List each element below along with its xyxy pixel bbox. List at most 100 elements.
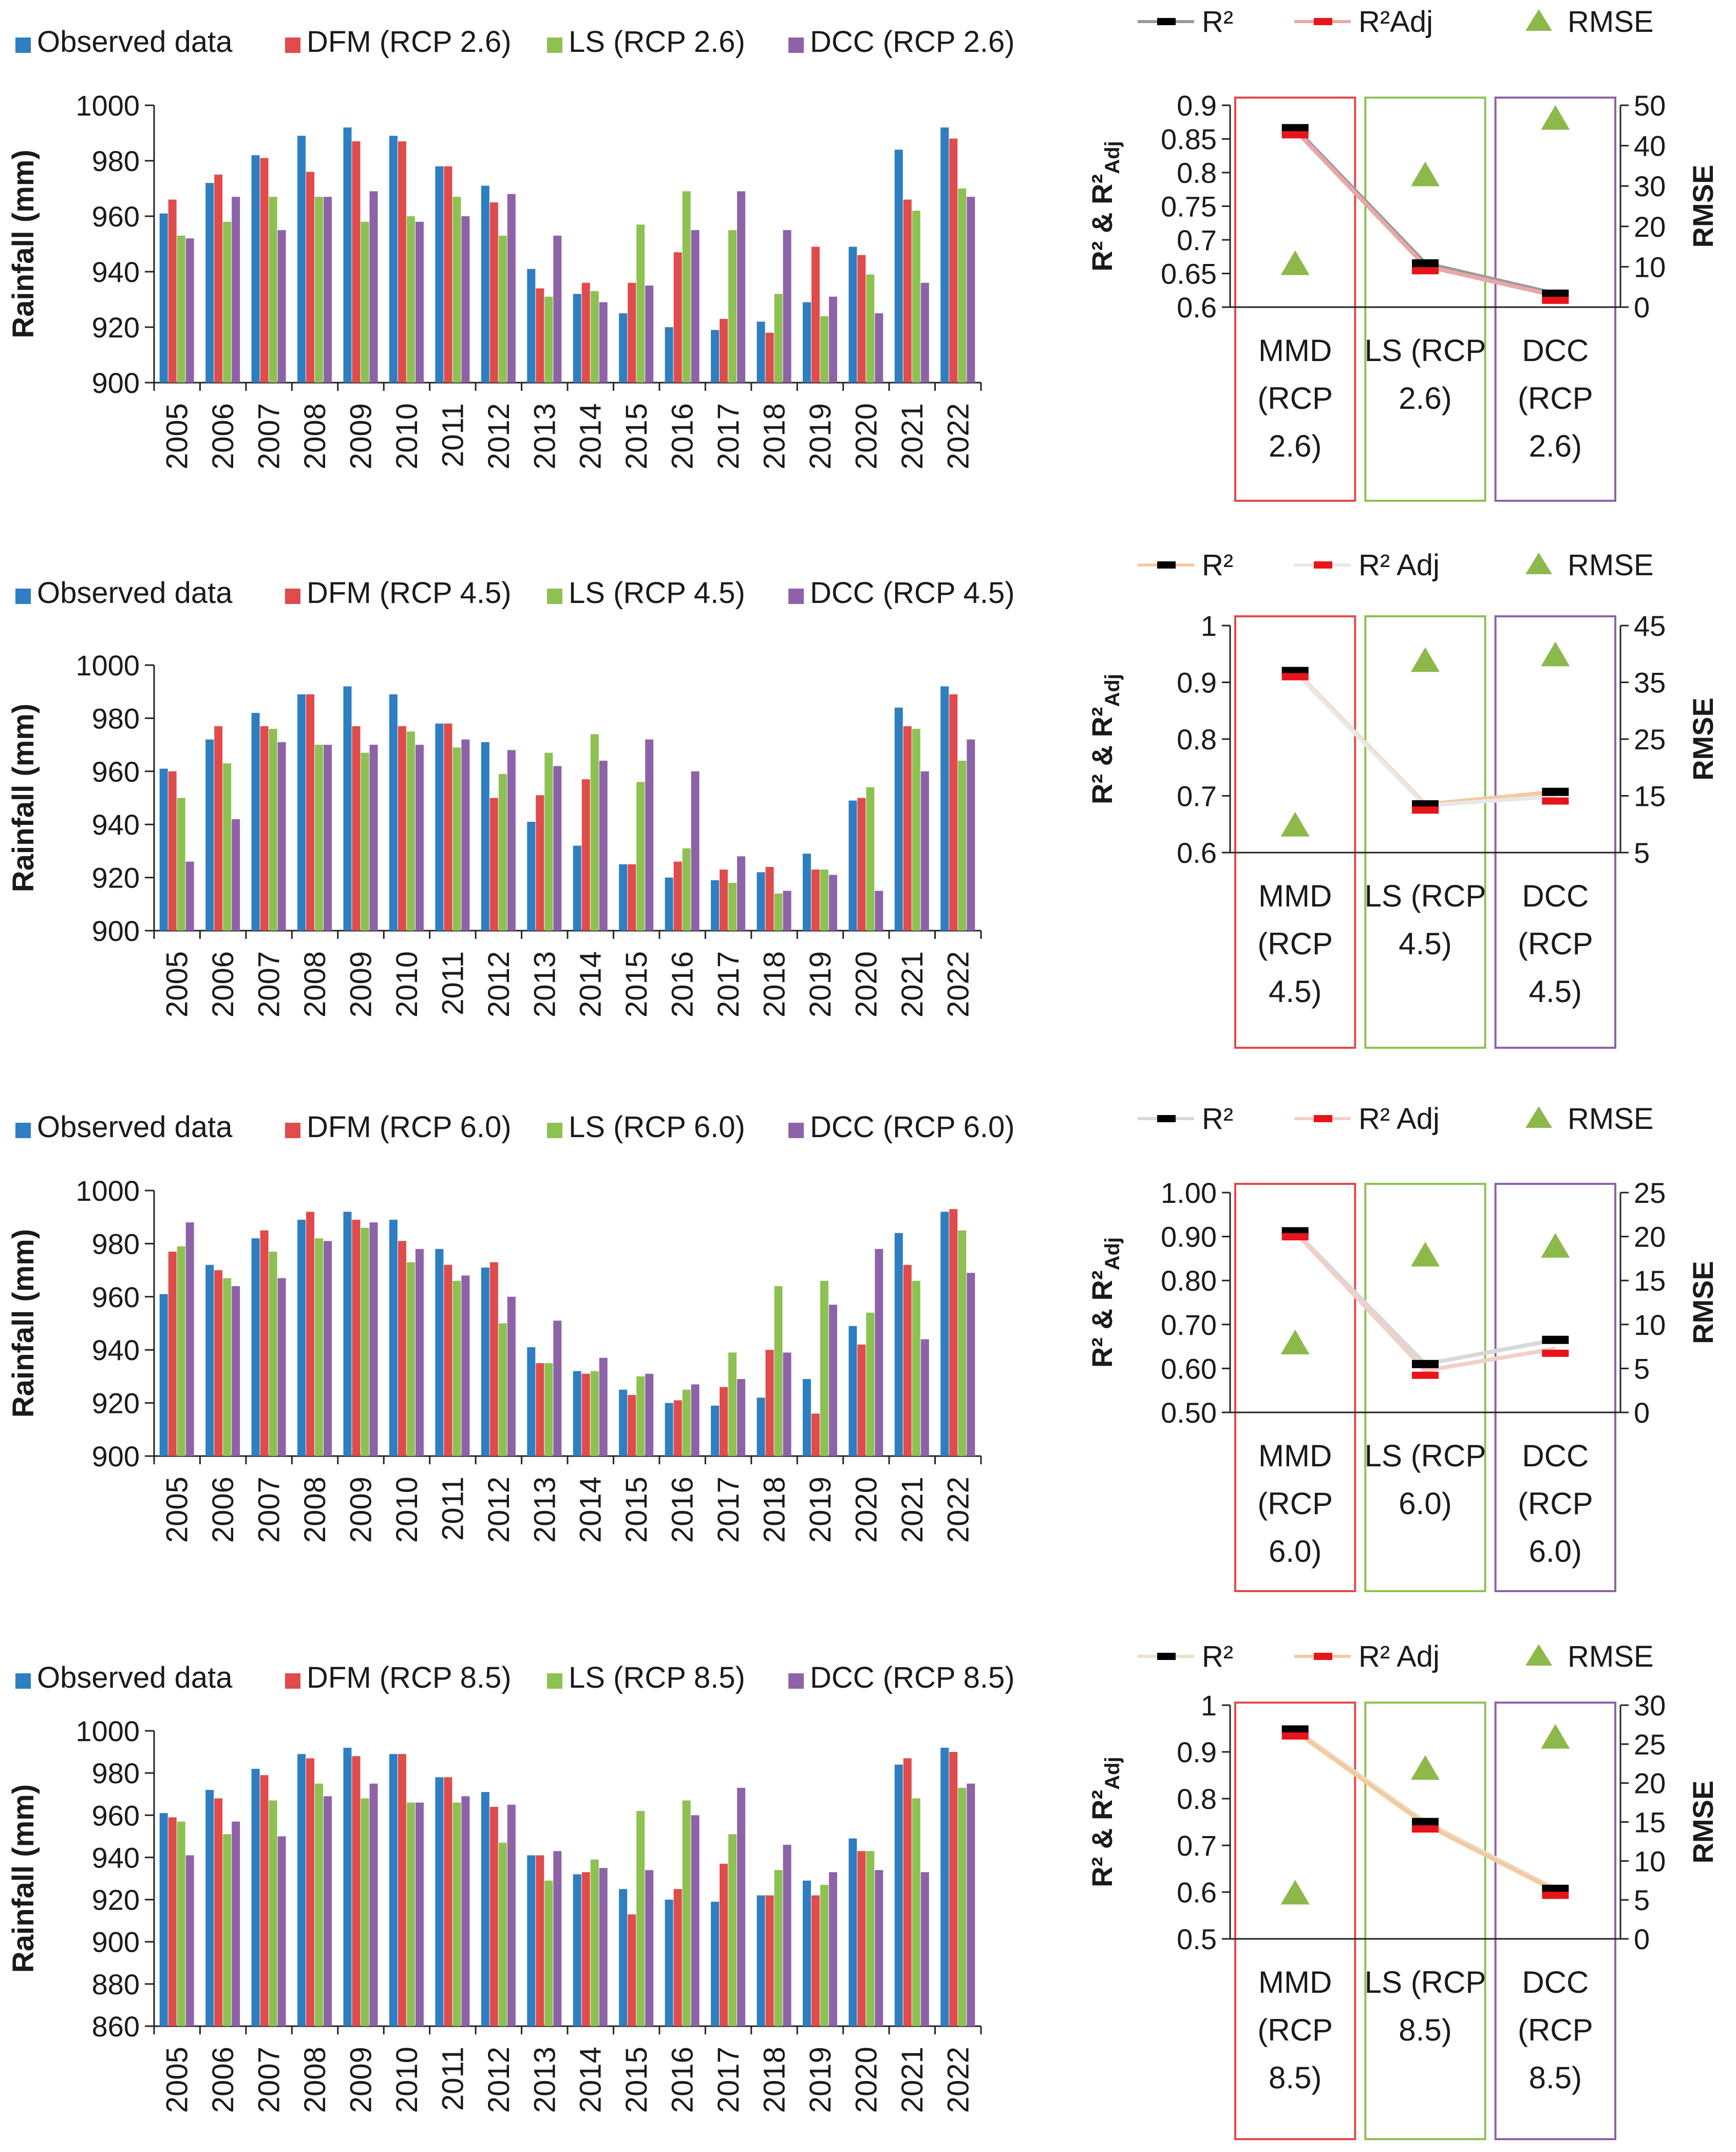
bar-dfm xyxy=(581,282,590,383)
bar-observed xyxy=(389,1754,398,2026)
x-tick-label: 2019 xyxy=(804,403,837,469)
bar-ls xyxy=(269,1800,277,2026)
x-tick-label: 2018 xyxy=(758,2047,791,2113)
legend-marker-r2 xyxy=(1157,18,1176,25)
x-category-label: 6.0) xyxy=(1269,1534,1322,1569)
y-tick-label: 1.00 xyxy=(1161,1177,1217,1209)
bar-observed xyxy=(940,686,949,931)
y-tick-label: 0.8 xyxy=(1177,157,1217,189)
bar-observed xyxy=(619,1389,628,1456)
bar-observed xyxy=(894,1233,903,1456)
bar-dcc xyxy=(828,1305,837,1456)
bar-dfm xyxy=(352,1219,361,1456)
bar-dcc xyxy=(415,1249,424,1456)
y-tick-label: 0.9 xyxy=(1177,667,1217,699)
y-tick-label: 0.6 xyxy=(1177,837,1217,869)
x-tick-label: 2018 xyxy=(758,403,791,469)
bar-dfm xyxy=(489,202,498,383)
bar-dcc xyxy=(369,191,378,383)
x-tick-label: 2008 xyxy=(298,403,332,469)
x-tick-label: 2007 xyxy=(253,403,286,469)
bar-dcc xyxy=(599,761,608,931)
bar-observed xyxy=(297,1754,306,2026)
bar-dfm xyxy=(673,1889,682,2026)
bar-dcc xyxy=(920,282,929,383)
legend-swatch xyxy=(547,1123,562,1138)
x-category-label: (RCP xyxy=(1257,927,1333,961)
fit-chart-3: R² R² Adj RMSE MMD (RCP 8.5) LS (RCP 8.5) DCC (RC… xyxy=(1086,1640,1719,2140)
bar-ls xyxy=(682,1389,691,1456)
x-tick-label: 2013 xyxy=(528,951,561,1017)
rmse-marker xyxy=(1541,641,1570,667)
bar-dfm xyxy=(352,1756,361,2026)
bar-dfm xyxy=(489,1806,498,2026)
bar-dcc xyxy=(507,194,516,383)
x-tick-label: 2005 xyxy=(161,403,194,469)
r2adj-marker xyxy=(1542,797,1569,805)
bar-ls xyxy=(223,1834,232,2026)
y-tick-label: 900 xyxy=(92,1440,140,1473)
bar-observed xyxy=(527,1347,536,1456)
y-tick-label: 0.65 xyxy=(1161,258,1217,290)
r2adj-marker xyxy=(1281,131,1309,139)
bar-dcc xyxy=(783,1352,791,1456)
x-tick-label: 2020 xyxy=(850,1477,883,1543)
bar-observed xyxy=(665,1403,673,1456)
legend-swatch xyxy=(15,1673,31,1689)
y-axis-title: R² & R²Adj xyxy=(1086,1757,1124,1887)
bar-dcc xyxy=(691,230,700,383)
bar-observed xyxy=(757,1895,765,2026)
x-tick-label: 2016 xyxy=(666,2047,700,2113)
y-tick-label: 980 xyxy=(92,702,140,734)
bar-dfm xyxy=(857,1851,866,2026)
x-tick-label: 2012 xyxy=(482,403,516,469)
y2-tick-label: 50 xyxy=(1634,89,1666,122)
rmse-marker xyxy=(1280,1880,1310,1904)
bar-ls xyxy=(912,1798,920,2026)
bar-dfm xyxy=(489,798,498,931)
legend-label: R² xyxy=(1202,1640,1233,1673)
y2-tick-label: 25 xyxy=(1634,1728,1666,1761)
bar-ls xyxy=(177,1821,185,2026)
bar-dfm xyxy=(581,1373,590,1456)
x-tick-label: 2011 xyxy=(436,403,469,467)
legend-label: DCC (RCP 6.0) xyxy=(810,1110,1015,1144)
bar-observed xyxy=(527,822,536,931)
x-category-label: MMD xyxy=(1258,879,1332,913)
bar-dfm xyxy=(168,1251,177,1456)
r2-marker xyxy=(1412,1818,1439,1826)
bar-observed xyxy=(894,149,903,383)
bar-ls xyxy=(315,1783,324,2026)
x-category-label: DCC xyxy=(1522,333,1589,368)
bar-dcc xyxy=(507,750,516,931)
bar-dfm xyxy=(628,864,636,931)
legend-swatch xyxy=(788,589,804,604)
bar-dcc xyxy=(415,745,424,931)
bar-dcc xyxy=(324,1241,332,1456)
bar-dcc xyxy=(185,861,194,931)
bar-observed xyxy=(802,854,811,931)
legend-label: LS (RCP 6.0) xyxy=(569,1110,745,1144)
y-tick-label: 1 xyxy=(1201,610,1217,642)
bar-ls xyxy=(958,761,967,931)
bar-dfm xyxy=(673,252,682,383)
y-tick-label: 1000 xyxy=(76,1715,140,1747)
legend-label: RMSE xyxy=(1568,1640,1654,1673)
bar-dcc xyxy=(920,1339,929,1456)
r2-marker xyxy=(1542,1884,1569,1893)
y-tick-label: 920 xyxy=(92,311,140,344)
bar-observed xyxy=(757,322,765,383)
legend-label: RMSE xyxy=(1568,1102,1654,1136)
bar-dfm xyxy=(765,1895,774,2026)
bar-dfm xyxy=(306,694,315,931)
bar-ls xyxy=(636,224,645,383)
x-tick-label: 2007 xyxy=(253,1477,286,1543)
x-tick-label: 2016 xyxy=(666,403,700,469)
y-tick-label: 880 xyxy=(92,1968,140,2000)
rmse-marker xyxy=(1541,105,1570,130)
category-box xyxy=(1234,97,1356,502)
bar-dfm xyxy=(214,1270,223,1456)
x-category-label: (RCP xyxy=(1518,2013,1593,2047)
bar-dfm xyxy=(306,1212,315,1456)
